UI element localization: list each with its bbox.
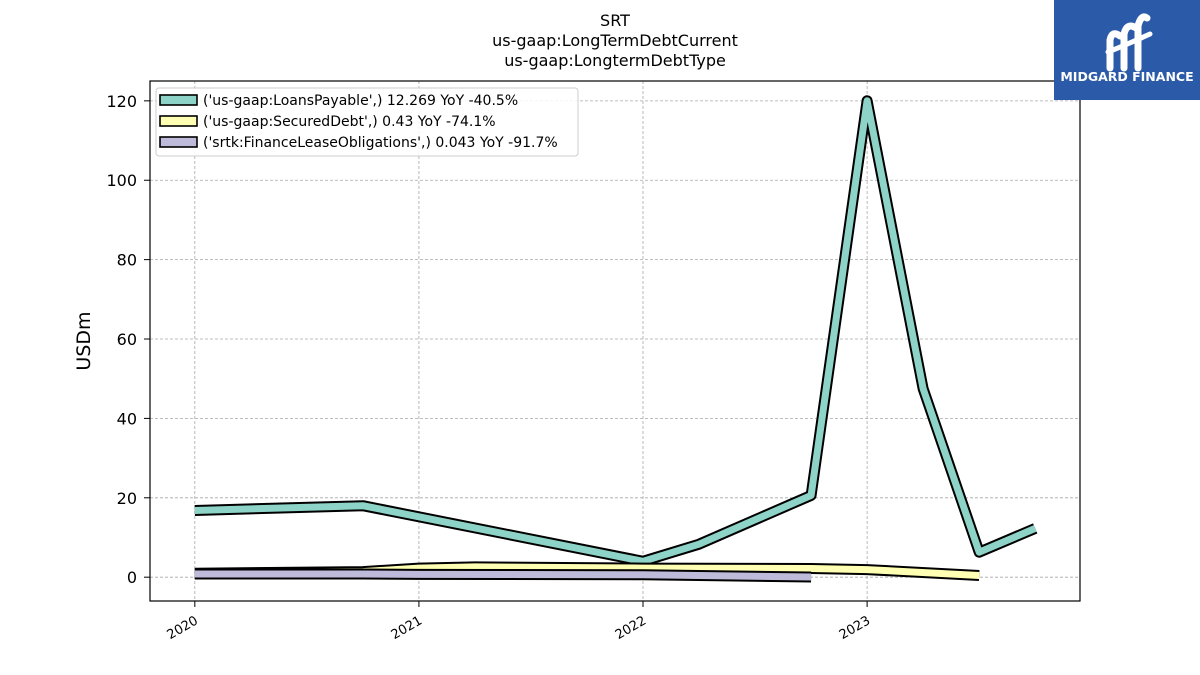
y-tick-label: 120 <box>106 92 137 111</box>
legend-box <box>155 87 579 157</box>
series-line-0 <box>194 97 1037 565</box>
x-tick-label: 2022 <box>613 613 649 643</box>
x-tick-label: 2023 <box>837 613 873 643</box>
y-tick-label: 0 <box>127 568 137 587</box>
y-axis-ticks: 0 20 40 60 80 100 120 <box>106 92 150 587</box>
x-axis-ticks: 2020 2021 2022 2023 <box>165 601 873 643</box>
legend-label: ('us-gaap:LoansPayable',) 12.269 YoY -40… <box>203 93 518 109</box>
brand-name: MIDGARD FINANCE <box>1060 69 1193 84</box>
grid-lines <box>150 81 1080 601</box>
brand-badge: MIDGARD FINANCE <box>1054 0 1200 100</box>
legend-label: ('srtk:FinanceLeaseObligations',) 0.043 … <box>203 135 558 151</box>
plot-frame <box>149 80 1081 602</box>
chart-title-line: SRT <box>600 11 630 30</box>
legend-swatch-2 <box>159 136 198 148</box>
y-tick-label: 100 <box>106 171 137 190</box>
chart-title-line: us-gaap:LongtermDebtType <box>504 51 726 70</box>
chart-title: SRTus-gaap:LongTermDebtCurrentus-gaap:Lo… <box>492 11 738 70</box>
legend-swatch-0 <box>159 94 198 106</box>
y-axis-label: USDm <box>73 311 95 370</box>
series-line-2 <box>194 570 812 581</box>
x-tick-label: 2020 <box>165 613 201 643</box>
legend-swatch-1 <box>159 115 198 127</box>
chart-title-line: us-gaap:LongTermDebtCurrent <box>492 31 738 50</box>
series-lines <box>194 95 1038 583</box>
legend-label: ('us-gaap:SecuredDebt',) 0.43 YoY -74.1% <box>203 114 496 130</box>
y-tick-label: 80 <box>117 251 137 270</box>
midgard-finance-logo-icon <box>1105 13 1153 72</box>
y-tick-label: 60 <box>117 330 137 349</box>
y-tick-label: 40 <box>117 409 137 428</box>
y-tick-label: 20 <box>117 489 137 508</box>
legend: ('us-gaap:LoansPayable',) 12.269 YoY -40… <box>155 87 579 157</box>
x-tick-label: 2021 <box>389 613 425 643</box>
